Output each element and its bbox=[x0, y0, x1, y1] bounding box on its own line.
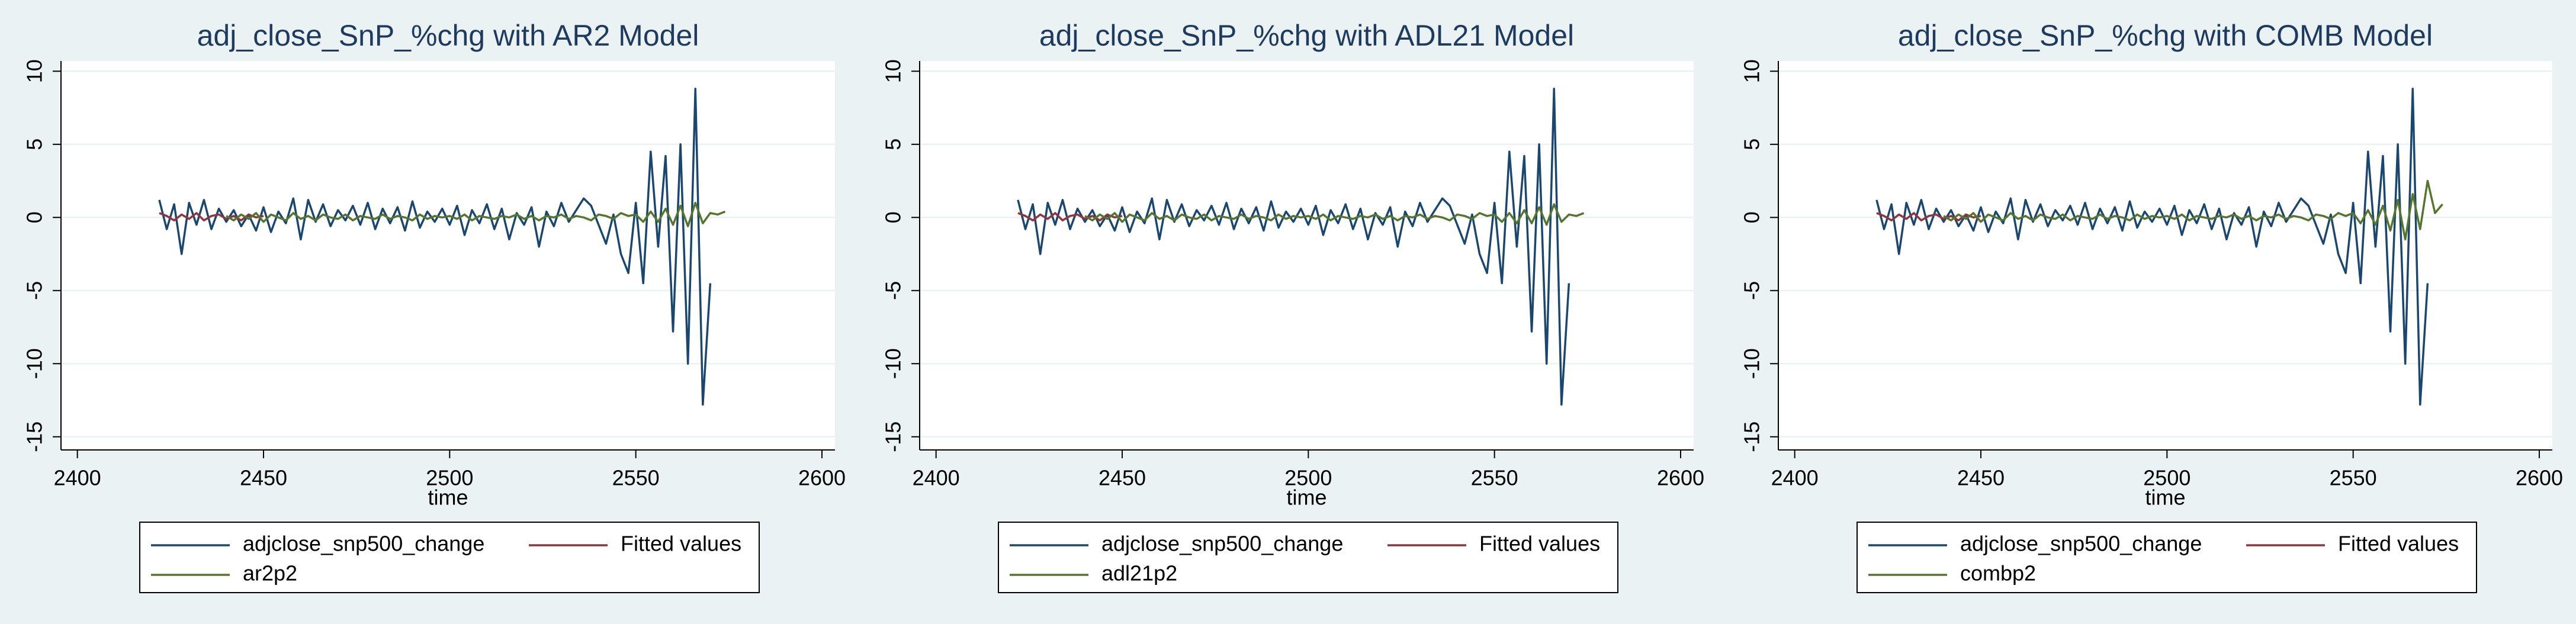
x-axis-label: time bbox=[2145, 485, 2185, 510]
series-line bbox=[1875, 88, 2429, 406]
y-tick-label: -15 bbox=[1740, 422, 1764, 452]
y-tick-label: -15 bbox=[23, 422, 47, 452]
legend: adjclose_snp500_change Fitted values adl21… bbox=[998, 522, 1618, 593]
x-tick-label: 2550 bbox=[1471, 466, 1518, 490]
y-tick-label: -10 bbox=[881, 348, 905, 379]
y-tick-label: 0 bbox=[23, 211, 47, 223]
x-tick-label: 2450 bbox=[1099, 466, 1146, 490]
chart-panel: adj_close_SnP_%chg with ADL21 Model -15 -1… bbox=[881, 19, 1704, 593]
legend-label: ar2p2 bbox=[243, 561, 297, 586]
plot-area bbox=[920, 61, 1694, 450]
x-tick-label: 2450 bbox=[240, 466, 287, 490]
series-line bbox=[1017, 88, 1570, 406]
x-tick-label: 2400 bbox=[54, 466, 101, 490]
x-tick-label: 2600 bbox=[1657, 466, 1704, 490]
legend-label: combp2 bbox=[1960, 561, 2036, 586]
legend-box bbox=[1856, 522, 2477, 593]
plot-area bbox=[1778, 61, 2552, 450]
legend-box bbox=[998, 522, 1618, 593]
series-line bbox=[226, 201, 726, 227]
legend-box bbox=[139, 522, 760, 593]
y-tick-label: -5 bbox=[23, 281, 47, 300]
legend-label: adjclose_snp500_change bbox=[1960, 532, 2202, 556]
y-tick-label: 10 bbox=[881, 59, 905, 83]
y-tick-label: 5 bbox=[23, 139, 47, 150]
legend-label: adjclose_snp500_change bbox=[1101, 532, 1343, 556]
legend: adjclose_snp500_change Fitted values ar2p2 bbox=[139, 522, 760, 593]
y-tick-label: 5 bbox=[881, 139, 905, 150]
plot-area bbox=[61, 61, 835, 450]
chart-title: adj_close_SnP_%chg with COMB Model bbox=[1898, 19, 2433, 52]
y-tick-label: 0 bbox=[881, 211, 905, 223]
x-tick-label: 2400 bbox=[913, 466, 960, 490]
x-axis-label: time bbox=[1286, 485, 1326, 510]
series-line bbox=[1943, 179, 2443, 241]
y-tick-label: 5 bbox=[1740, 139, 1764, 150]
x-tick-label: 2450 bbox=[1957, 466, 2005, 490]
legend-label: adl21p2 bbox=[1101, 561, 1177, 586]
y-tick-label: 0 bbox=[1740, 211, 1764, 223]
series-line bbox=[158, 88, 712, 406]
y-tick-label: -10 bbox=[1740, 348, 1764, 379]
y-tick-label: -5 bbox=[881, 281, 905, 300]
series-line bbox=[1084, 203, 1585, 226]
x-tick-label: 2600 bbox=[798, 466, 846, 490]
legend-label: Fitted values bbox=[621, 532, 741, 556]
y-tick-label: -15 bbox=[881, 422, 905, 452]
y-tick-label: 10 bbox=[23, 59, 47, 83]
x-tick-label: 2500 bbox=[2143, 466, 2190, 490]
x-tick-label: 2500 bbox=[1284, 466, 1332, 490]
legend-label: Fitted values bbox=[2338, 532, 2459, 556]
chart-panel: adj_close_SnP_%chg with AR2 Model -15 -10 -… bbox=[23, 19, 846, 593]
x-tick-label: 2550 bbox=[612, 466, 660, 490]
y-tick-label: 10 bbox=[1740, 59, 1764, 83]
x-tick-label: 2500 bbox=[426, 466, 473, 490]
legend: adjclose_snp500_change Fitted values combp… bbox=[1856, 522, 2477, 593]
legend-label: adjclose_snp500_change bbox=[243, 532, 484, 556]
y-tick-label: -5 bbox=[1740, 281, 1764, 300]
x-axis-label: time bbox=[428, 485, 468, 510]
chart-title: adj_close_SnP_%chg with ADL21 Model bbox=[1039, 19, 1574, 52]
legend-label: Fitted values bbox=[1479, 532, 1600, 556]
chart-title: adj_close_SnP_%chg with AR2 Model bbox=[197, 19, 699, 52]
x-tick-label: 2600 bbox=[2516, 466, 2563, 490]
x-tick-label: 2550 bbox=[2330, 466, 2377, 490]
chart-panel: adj_close_SnP_%chg with COMB Model -15 -10… bbox=[1740, 19, 2563, 593]
y-tick-label: -10 bbox=[23, 348, 47, 379]
x-tick-label: 2400 bbox=[1771, 466, 1819, 490]
